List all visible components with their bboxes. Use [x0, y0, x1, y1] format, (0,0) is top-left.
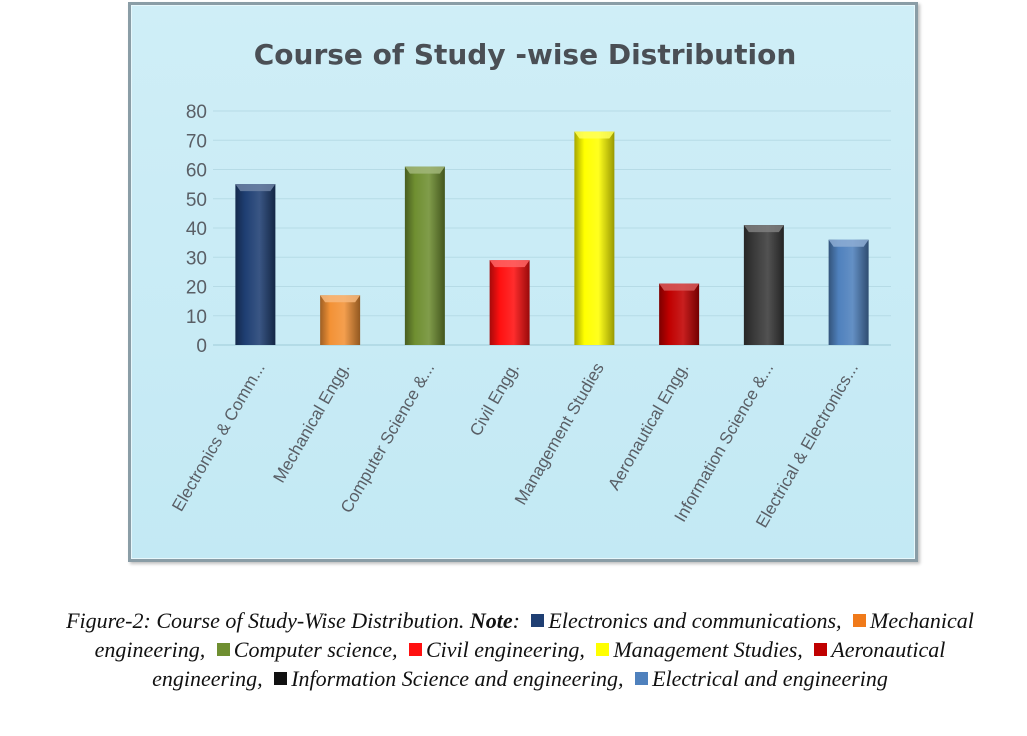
x-category-label: Mechanical Engg.	[270, 360, 354, 487]
bar	[320, 295, 361, 345]
x-category-label: Civil Engg.	[466, 360, 523, 440]
bars	[235, 131, 869, 345]
caption-figure-text: Figure-2: Course of Study-Wise Distribut…	[66, 608, 465, 633]
x-category-label: Aeronautical Engg.	[604, 360, 692, 494]
bar-bevel	[659, 283, 700, 291]
legend-swatch	[853, 614, 867, 627]
bar	[659, 283, 700, 345]
legend-label: Electronics and communications,	[548, 608, 842, 633]
legend-label: Management Studies,	[613, 637, 803, 662]
legend-swatch	[635, 672, 649, 685]
caption-legend: Electronics and communications, Mechanic…	[95, 608, 974, 691]
y-tick-label: 0	[196, 336, 207, 357]
bar-bevel	[235, 184, 276, 192]
bar-bevel	[404, 166, 445, 174]
bar	[574, 131, 615, 345]
bar-bevel	[828, 239, 869, 247]
legend-label: Electrical and engineering	[652, 666, 888, 691]
bar-bevel	[489, 260, 530, 268]
legend-swatch	[274, 672, 288, 685]
y-tick-label: 40	[186, 219, 207, 240]
x-category-label: Electronics & Comm...	[168, 360, 269, 515]
chart-frame: Course of Study -wise Distribution 0 10 20…	[128, 2, 918, 562]
legend-swatch	[596, 643, 610, 656]
bar	[743, 225, 784, 345]
legend-swatch	[409, 643, 422, 656]
figure-caption: Figure-2: Course of Study-Wise Distribut…	[66, 608, 974, 691]
x-category-label: Information Science &...	[671, 360, 778, 526]
y-axis-ticks: 0 10 20 30 40 50 60 70 80	[186, 102, 207, 357]
y-tick-label: 60	[186, 161, 207, 182]
bar	[235, 184, 276, 345]
legend-label: Civil engineering,	[426, 637, 585, 662]
x-category-label: Computer Science &...	[337, 360, 438, 517]
legend-label: Information Science and engineering,	[291, 666, 624, 691]
y-tick-label: 10	[186, 307, 207, 328]
y-tick-label: 20	[186, 278, 207, 299]
bar	[404, 166, 445, 345]
y-tick-label: 80	[186, 102, 207, 123]
legend-label: Mechanical engineering,	[94, 608, 974, 662]
bar	[828, 239, 869, 345]
x-category-label: Management Studies	[511, 360, 608, 509]
bar-bevel	[320, 295, 361, 303]
legend-label: Aeronautical engineering,	[152, 637, 946, 691]
legend-label: Computer science,	[233, 637, 398, 662]
x-axis-labels: Electronics & Comm... Mechanical Engg.Com…	[168, 360, 862, 532]
bar	[489, 260, 530, 345]
y-tick-label: 50	[186, 190, 207, 211]
bar-bevel	[743, 225, 784, 233]
y-tick-label: 30	[186, 248, 207, 269]
bar-bevel	[574, 131, 615, 139]
legend-swatch	[814, 643, 828, 656]
chart-title: Course of Study -wise Distribution	[254, 38, 797, 71]
legend-swatch	[531, 614, 545, 627]
caption-note-label: Note	[469, 608, 513, 633]
legend-swatch	[216, 643, 230, 656]
gridlines	[213, 110, 891, 346]
x-category-label: Electrical & Electronics...	[752, 360, 862, 532]
bar-chart: Course of Study -wise Distribution 0 10 20…	[168, 38, 891, 532]
y-tick-label: 70	[186, 131, 207, 152]
